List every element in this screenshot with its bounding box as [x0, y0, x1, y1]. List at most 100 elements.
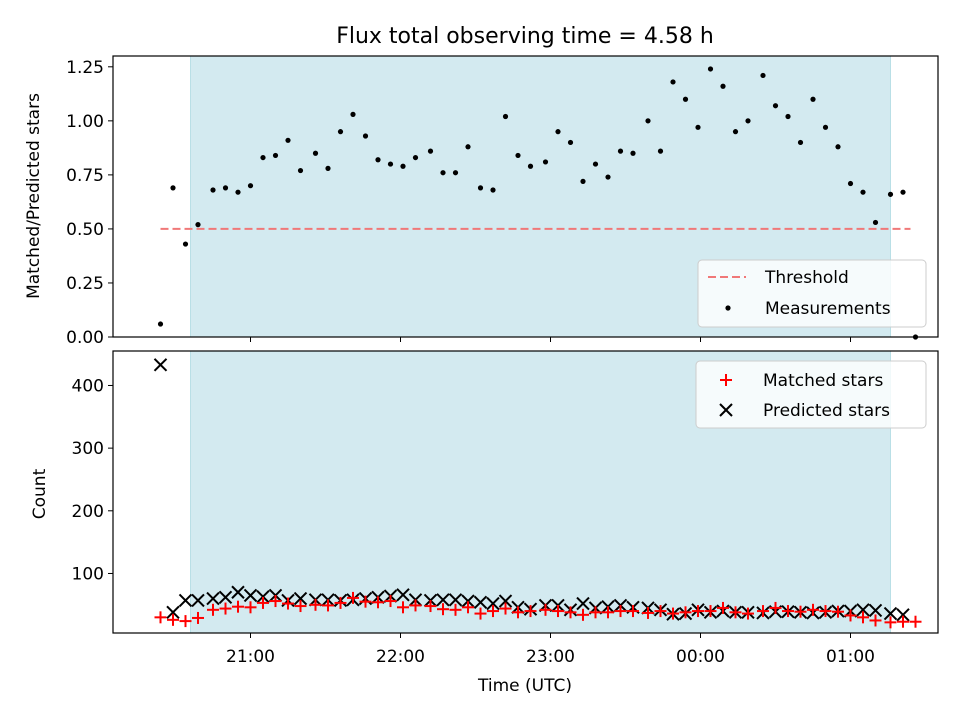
measurement-point — [170, 185, 176, 191]
top-y-axis-label: Matched/Predicted stars — [24, 93, 44, 299]
matched-star-marker — [844, 609, 857, 622]
matched-star-marker — [257, 596, 269, 609]
legend-predicted-label: Predicted stars — [763, 401, 890, 421]
matched-star-marker — [462, 601, 474, 614]
measurement-point — [490, 187, 496, 193]
matched-star-marker — [819, 605, 832, 618]
measurement-point — [605, 174, 611, 180]
matched-star-marker — [742, 607, 754, 620]
measurement-point — [465, 144, 471, 150]
matched-star-marker — [384, 595, 397, 608]
matched-star-marker — [807, 603, 819, 616]
matched-star-marker — [322, 599, 334, 612]
measurement-point — [440, 170, 446, 176]
legend-measurements-swatch — [725, 305, 731, 311]
matched-star-marker — [167, 613, 179, 626]
matched-star-marker — [219, 602, 232, 615]
matched-star-marker — [487, 605, 499, 618]
predicted-star-marker — [166, 605, 180, 620]
measurement-point — [362, 133, 369, 139]
measurement-point — [657, 148, 664, 154]
measurement-point — [235, 189, 241, 195]
measurement-point — [580, 178, 586, 184]
predicted-star-marker — [883, 606, 898, 621]
measurement-point — [810, 96, 816, 102]
bottom-y-tick-label: 200 — [72, 502, 104, 522]
bottom-legend: Matched stars Predicted stars — [695, 360, 927, 429]
measurement-point — [567, 139, 574, 146]
matched-star-marker — [179, 615, 192, 628]
predicted-star-marker — [178, 593, 193, 608]
measurement-point — [387, 161, 394, 167]
measurement-point — [860, 189, 866, 195]
matched-star-marker — [437, 603, 449, 616]
matched-star-marker — [269, 595, 282, 608]
matched-star-marker — [757, 605, 769, 618]
measurement-point — [847, 180, 854, 187]
predicted-star-marker — [486, 596, 500, 611]
matched-star-marker — [499, 602, 512, 615]
x-tick-label: 23:00 — [526, 647, 575, 667]
matched-star-marker — [409, 599, 422, 612]
top-y-tick-label: 1.00 — [66, 112, 104, 132]
legend-matched-swatch — [720, 374, 732, 386]
matched-star-marker — [589, 606, 602, 619]
measurement-point — [720, 83, 726, 89]
top-y-tick-label: 0.50 — [66, 220, 104, 240]
matched-star-marker — [552, 605, 564, 618]
predicted-star-marker — [153, 358, 168, 372]
predicted-star-marker — [461, 594, 475, 608]
matched-star-marker — [794, 605, 807, 618]
measurement-point — [785, 113, 791, 120]
legend-matched-label: Matched stars — [763, 371, 883, 391]
measurement-point — [222, 185, 229, 191]
measurement-point — [247, 183, 254, 189]
predicted-star-marker — [448, 593, 463, 607]
measurement-point — [760, 72, 766, 79]
measurement-point — [555, 129, 561, 135]
matched-star-marker — [692, 605, 704, 618]
measurement-point — [772, 103, 779, 109]
x-tick-label: 00:00 — [676, 647, 725, 667]
predicted-star-marker — [243, 588, 258, 603]
measurement-point — [797, 139, 804, 146]
matched-star-marker — [449, 603, 462, 616]
matched-star-marker — [512, 606, 524, 619]
matched-star-marker — [704, 605, 717, 618]
matched-star-marker — [654, 605, 667, 618]
top-y-tick-label: 0.75 — [66, 166, 104, 186]
predicted-star-marker — [293, 591, 308, 606]
legend-predicted-swatch — [719, 403, 733, 417]
chart-title: Flux total observing time = 4.58 h — [336, 24, 714, 49]
top-panel: 0.00 0.25 0.50 0.75 1.00 1.25 Matched/Predict… — [24, 55, 939, 348]
predicted-star-marker — [256, 589, 270, 604]
predicted-star-marker — [231, 585, 245, 599]
matched-star-marker — [244, 601, 257, 614]
measurement-point — [900, 189, 906, 195]
bottom-panel: 100 200 300 400 21:00 22:00 23:00 00:00 01:00 C… — [30, 350, 939, 696]
matched-star-marker — [869, 614, 882, 627]
matched-star-marker — [832, 605, 844, 618]
measurement-point — [285, 137, 291, 143]
x-tick-label: 01:00 — [826, 647, 875, 667]
measurement-point — [400, 163, 406, 169]
measurement-point — [592, 161, 599, 167]
predicted-star-marker — [856, 603, 870, 617]
matched-star-marker — [397, 601, 409, 614]
matched-star-marker — [359, 595, 372, 608]
matched-star-marker — [884, 616, 897, 629]
measurement-point — [312, 150, 319, 156]
matched-star-marker — [782, 605, 794, 618]
measurement-point — [427, 148, 434, 154]
bottom-panel-frame — [112, 350, 939, 634]
matched-star-marker — [474, 607, 487, 620]
matched-star-marker — [424, 600, 437, 613]
x-axis-label: Time (UTC) — [477, 676, 572, 696]
matched-star-marker — [282, 597, 294, 610]
measurement-point — [477, 185, 484, 191]
measurement-point — [527, 163, 534, 169]
matched-star-marker — [524, 605, 537, 618]
measurement-point — [695, 124, 701, 130]
matched-star-marker — [897, 615, 909, 628]
measurement-point — [350, 111, 356, 117]
